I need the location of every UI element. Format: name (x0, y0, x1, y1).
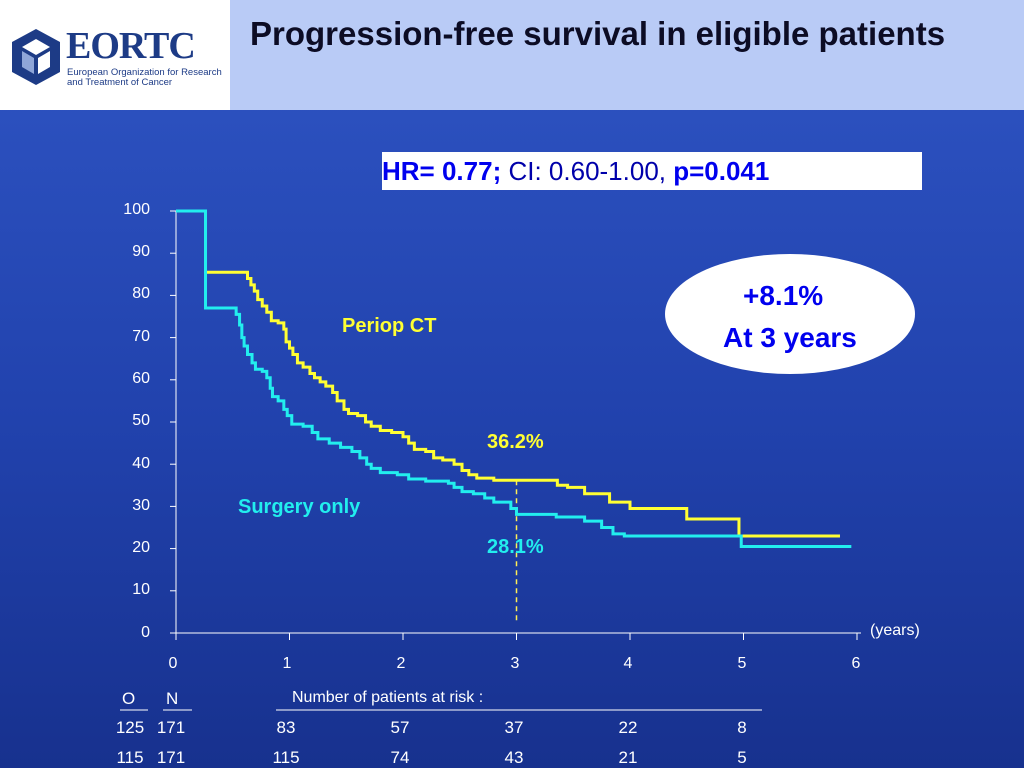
hazard-ratio-box: HR= 0.77; CI: 0.60-1.00, p=0.041 (382, 152, 922, 190)
y-tick-label: 0 (141, 624, 150, 641)
risk-header-n: N (166, 689, 179, 708)
surgery-only-curve (176, 209, 852, 548)
difference-callout (665, 254, 915, 374)
y-tick-label: 50 (132, 412, 150, 429)
x-tick-label: 2 (396, 655, 406, 672)
series-label-surgery: Surgery only (238, 496, 361, 518)
page-title: Progression-free survival in eligible pa… (250, 15, 946, 52)
hr-separator: ; (492, 156, 502, 186)
risk-row2-value: 74 (390, 748, 410, 767)
y-tick-label: 30 (132, 497, 150, 514)
risk-row1-value: 8 (737, 718, 747, 737)
x-tick-label: 1 (282, 655, 292, 672)
risk-row1-value: 83 (276, 718, 296, 737)
risk-row2-value: 115 (272, 748, 300, 767)
y-tick-label: 20 (132, 539, 150, 556)
series-label-periop: Periop CT (342, 315, 437, 337)
y-tick-label: 60 (132, 370, 150, 387)
surgery-value-at-3-years: 28.1% (487, 536, 544, 558)
eortc-logo: EORTC European Organization for Research… (0, 0, 230, 110)
x-axis-unit: (years) (870, 622, 920, 639)
logo-wordmark: EORTC (66, 25, 196, 67)
risk-row1-value: 37 (504, 718, 524, 737)
y-tick-label: 10 (132, 581, 150, 598)
confidence-interval: CI: 0.60-1.00, (501, 156, 674, 186)
y-tick-label: 90 (132, 243, 150, 260)
risk-row1-o: 125 (115, 718, 145, 737)
risk-row1-value: 22 (618, 718, 638, 737)
logo-subtitle: European Organization for Research and T… (67, 67, 222, 88)
y-tick-label: 70 (132, 328, 150, 345)
y-tick-label: 80 (132, 285, 150, 302)
risk-row2-value: 5 (737, 748, 747, 767)
cube-logo-icon (12, 29, 60, 85)
x-tick-label: 6 (851, 655, 861, 672)
risk-row2-value: 21 (618, 748, 638, 767)
hr-value: HR= 0.77 (382, 156, 493, 186)
risk-row2-value: 43 (504, 748, 524, 767)
difference-timepoint: At 3 years (723, 322, 857, 353)
risk-header-o: O (122, 689, 136, 708)
y-tick-label: 40 (132, 455, 150, 472)
x-tick-label: 3 (510, 655, 520, 672)
risk-row1-n: 171 (156, 718, 186, 737)
x-tick-label: 5 (737, 655, 747, 672)
x-tick-label: 0 (168, 655, 178, 672)
y-tick-label: 100 (123, 201, 150, 218)
risk-row2-n: 171 (156, 748, 186, 767)
risk-table-title: Number of patients at risk : (292, 689, 484, 706)
p-value: p=0.041 (673, 156, 770, 186)
difference-value: +8.1% (743, 280, 824, 311)
periop-value-at-3-years: 36.2% (487, 431, 544, 453)
x-tick-label: 4 (623, 655, 633, 672)
header-bar: EORTC European Organization for Research… (0, 0, 1024, 110)
risk-row1-value: 57 (390, 718, 410, 737)
periop-ct-curve (176, 209, 840, 538)
risk-row2-o: 115 (116, 748, 144, 767)
